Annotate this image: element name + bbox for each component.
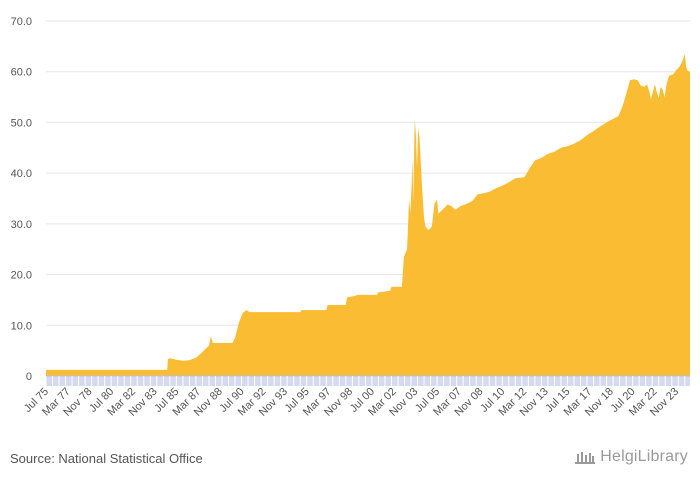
source-note: Source: National Statistical Office <box>10 451 203 466</box>
y-tick-label: 70.0 <box>11 16 32 28</box>
y-tick-label: 20.0 <box>11 270 32 282</box>
library-building-icon <box>575 452 596 464</box>
y-axis: 0 10.0 20.0 30.0 40.0 50.0 60.0 70.0 <box>11 16 32 383</box>
brand-name: HelgiLibrary <box>600 448 688 465</box>
brand-logo: HelgiLibrary <box>574 448 688 466</box>
y-tick-label: 60.0 <box>11 67 32 79</box>
series-area <box>46 54 690 376</box>
y-tick-label: 40.0 <box>11 168 32 180</box>
y-tick-label: 10.0 <box>11 320 32 332</box>
y-tick-label: 0 <box>26 371 32 383</box>
plot-area <box>46 54 690 376</box>
y-tick-label: 50.0 <box>11 117 32 129</box>
grid-lines <box>46 20 690 326</box>
x-axis-band <box>46 376 690 386</box>
y-tick-label: 30.0 <box>11 219 32 231</box>
